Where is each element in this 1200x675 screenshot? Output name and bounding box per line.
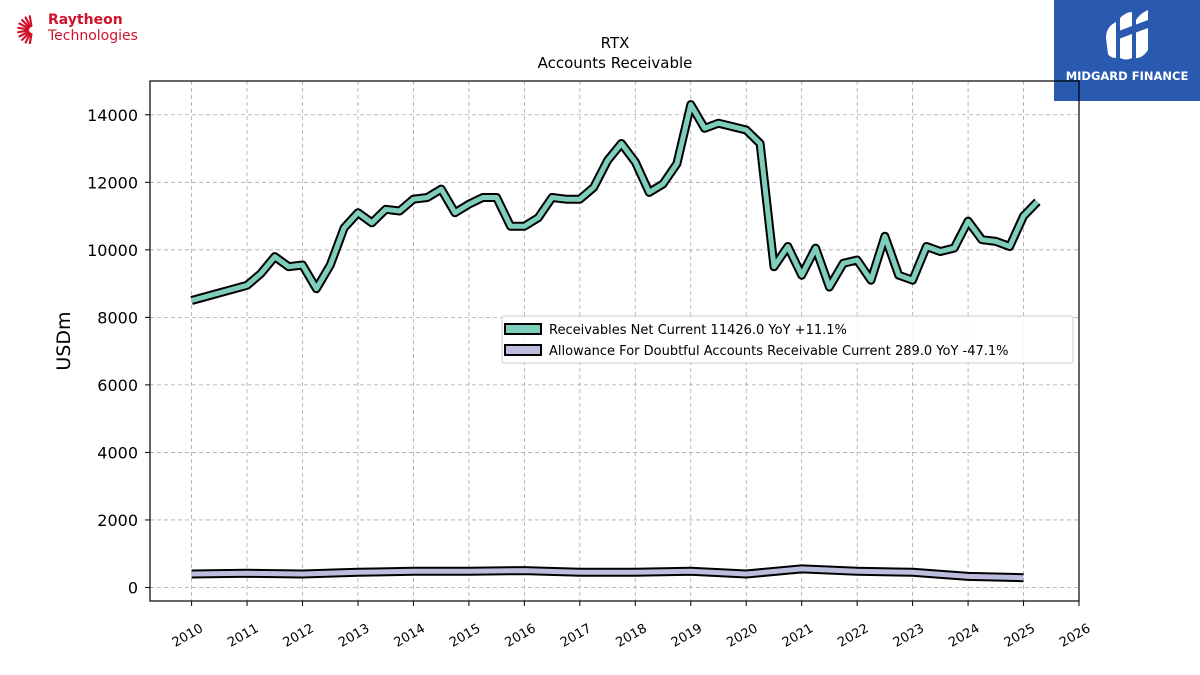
legend-label-1: Allowance For Doubtful Accounts Receivab… bbox=[549, 344, 1009, 359]
burst-ray bbox=[18, 22, 30, 30]
y-tick-label: 10000 bbox=[87, 241, 138, 260]
y-tick-label: 2000 bbox=[97, 511, 138, 530]
burst-ray bbox=[18, 30, 30, 38]
x-tick-label: 2018 bbox=[613, 621, 649, 651]
raytheon-logo: Raytheon Technologies bbox=[14, 12, 154, 46]
raytheon-logo-line2: Technologies bbox=[48, 28, 138, 44]
legend-box bbox=[501, 315, 1074, 364]
x-tick-label: 2015 bbox=[447, 621, 483, 651]
y-tick-label: 14000 bbox=[87, 106, 138, 125]
y-tick-label: 8000 bbox=[97, 308, 138, 327]
x-tick-label: 2019 bbox=[669, 621, 705, 651]
x-tick-label: 2012 bbox=[281, 621, 317, 651]
burst-ray bbox=[21, 31, 31, 41]
series-line-0 bbox=[190, 102, 1040, 303]
legend: Receivables Net Current 11426.0 YoY +11.… bbox=[501, 315, 1074, 364]
x-tick-label: 2011 bbox=[225, 621, 261, 651]
legend-label-0: Receivables Net Current 11426.0 YoY +11.… bbox=[549, 323, 847, 338]
x-tick-label: 2014 bbox=[392, 621, 428, 651]
legend-swatch-1 bbox=[504, 344, 542, 356]
x-tick-label: 2013 bbox=[336, 621, 372, 651]
burst-ray bbox=[17, 26, 30, 31]
x-tick-label: 2016 bbox=[503, 621, 539, 651]
legend-swatch-0 bbox=[504, 323, 542, 335]
x-tick-label: 2025 bbox=[1002, 621, 1038, 651]
burst-ray bbox=[28, 15, 33, 28]
x-tick-label: 2024 bbox=[946, 621, 982, 651]
raytheon-burst-icon bbox=[17, 15, 33, 44]
plot-frame bbox=[149, 80, 1080, 602]
x-tick-label: 2010 bbox=[170, 621, 206, 651]
burst-ray bbox=[24, 32, 32, 44]
burst-ray bbox=[28, 32, 33, 44]
y-tick-label: 12000 bbox=[87, 173, 138, 192]
x-tick-label: 2021 bbox=[780, 621, 816, 651]
midgard-logo-text: MIDGARD FINANCE bbox=[1065, 69, 1189, 83]
chart-subtitle: Accounts Receivable bbox=[538, 54, 693, 72]
x-tick-label: 2022 bbox=[835, 621, 871, 651]
burst-ray bbox=[24, 16, 32, 28]
y-tick-label: 4000 bbox=[97, 443, 138, 462]
y-tick-label: 0 bbox=[128, 578, 138, 597]
midgard-finance-logo: MIDGARD FINANCE bbox=[1054, 0, 1200, 101]
x-tick-label: 2017 bbox=[558, 621, 594, 651]
burst-ray bbox=[21, 19, 31, 29]
midgard-logo-icon bbox=[1106, 10, 1148, 60]
x-tick-label: 2020 bbox=[724, 621, 760, 651]
chart-title: RTX bbox=[601, 34, 630, 52]
y-axis-label: USDm bbox=[53, 311, 75, 370]
raytheon-logo-line1: Raytheon bbox=[48, 12, 123, 28]
x-tick-label: 2026 bbox=[1057, 621, 1093, 651]
burst-ray bbox=[17, 29, 30, 34]
series-line-1 bbox=[191, 566, 1024, 581]
y-tick-label: 6000 bbox=[97, 376, 138, 395]
x-tick-label: 2023 bbox=[891, 621, 927, 651]
series-line-outline-0 bbox=[190, 100, 1041, 305]
